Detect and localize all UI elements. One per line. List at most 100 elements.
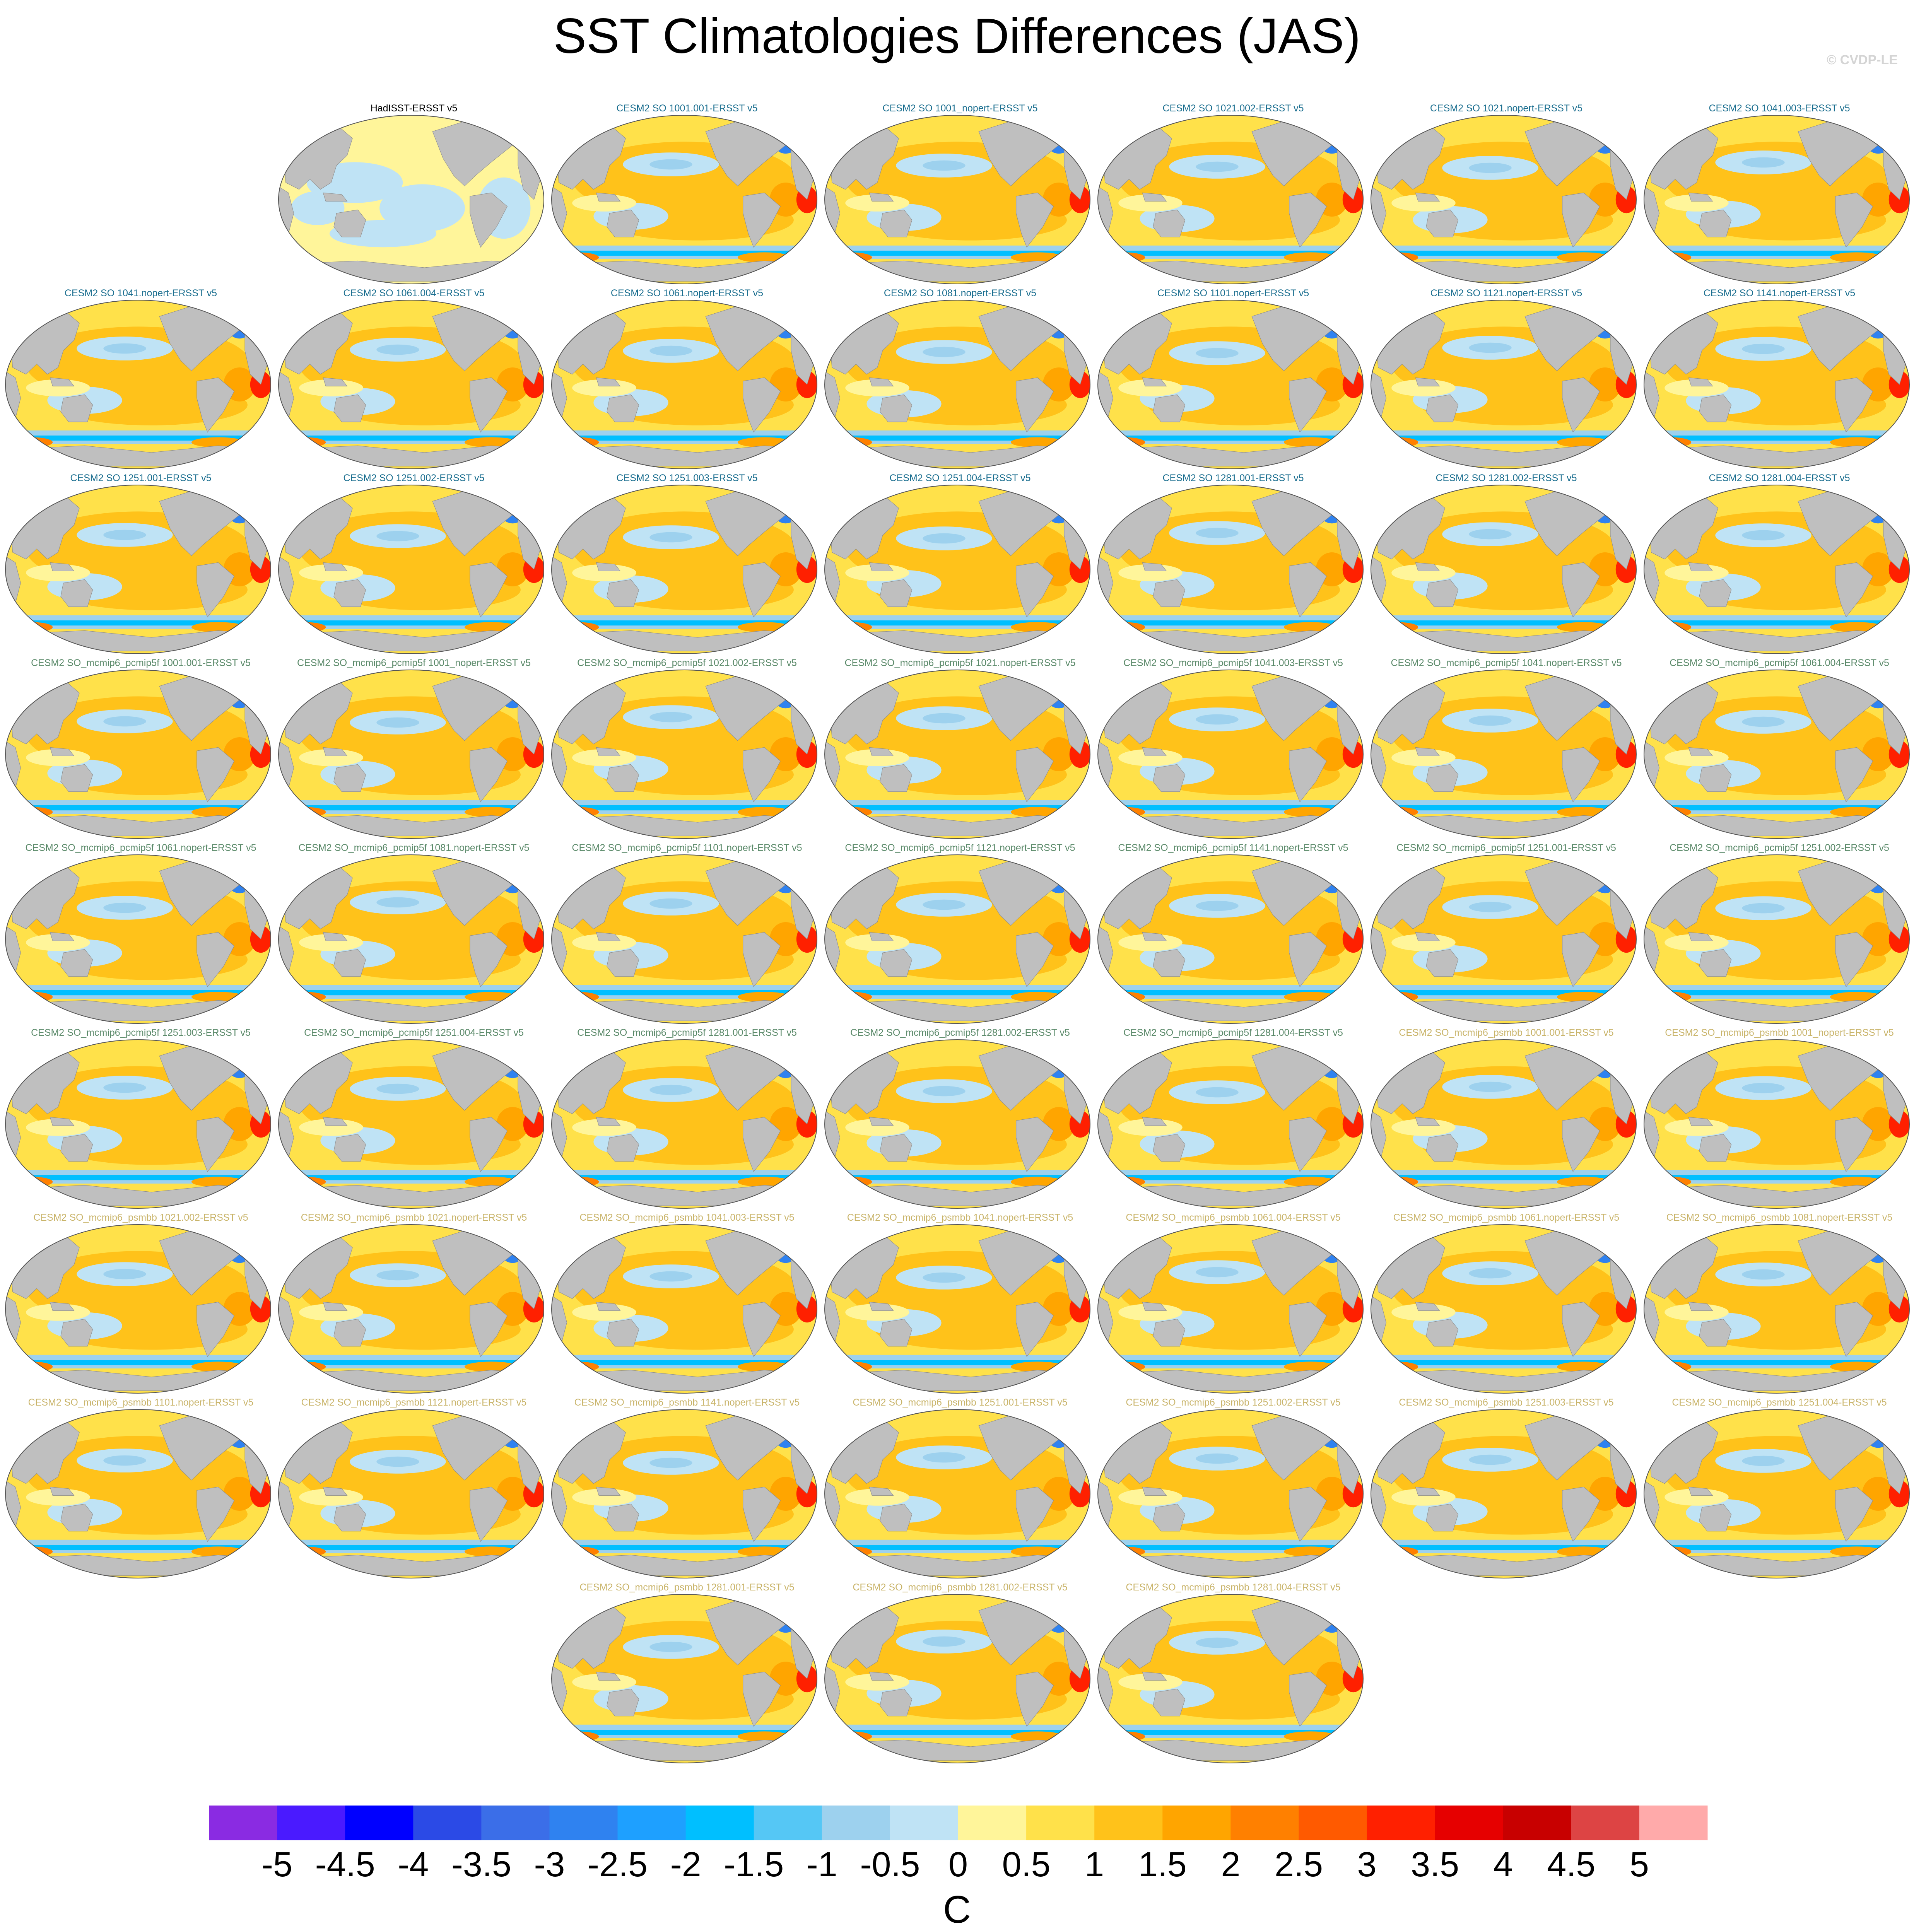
sst-difference-map <box>1097 115 1364 284</box>
map-panel: CESM2 SO_mcmip6_pcmip5f 1021.nopert-ERSS… <box>824 656 1096 839</box>
map-panel: CESM2 SO 1021.nopert-ERSST v5 <box>1370 101 1642 284</box>
sst-difference-map <box>824 1224 1090 1394</box>
map-panel: CESM2 SO_mcmip6_psmbb 1001_nopert-ERSST … <box>1643 1026 1914 1209</box>
colorbar-swatch <box>345 1806 414 1840</box>
sst-difference-map <box>1097 1039 1364 1209</box>
map-panel: CESM2 SO_mcmip6_pcmip5f 1001.001-ERSST v… <box>5 656 277 839</box>
panel-title: CESM2 SO_mcmip6_psmbb 1021.002-ERSST v5 <box>33 1212 248 1223</box>
colorbar-tick-label: -1.5 <box>724 1845 784 1884</box>
sst-difference-map <box>278 1039 544 1209</box>
sst-difference-map <box>1644 670 1910 839</box>
panel-title: CESM2 SO 1281.004-ERSST v5 <box>1709 473 1850 483</box>
map-panel: CESM2 SO_mcmip6_pcmip5f 1101.nopert-ERSS… <box>551 841 823 1024</box>
colorbar-swatch <box>209 1806 277 1840</box>
map-panel: CESM2 SO_mcmip6_psmbb 1121.nopert-ERSST … <box>278 1396 550 1578</box>
colorbar-swatch <box>754 1806 822 1840</box>
panel-title: CESM2 SO_mcmip6_psmbb 1081.nopert-ERSST … <box>1666 1212 1893 1223</box>
colorbar-swatch <box>890 1806 959 1840</box>
sst-difference-map <box>1097 1594 1364 1763</box>
panel-title: CESM2 SO_mcmip6_pcmip5f 1251.001-ERSST v… <box>1396 842 1616 853</box>
sst-difference-map <box>551 1409 817 1578</box>
colorbar-tick-label: -3 <box>534 1845 565 1884</box>
sst-difference-map <box>551 854 817 1024</box>
sst-difference-map <box>278 1409 544 1578</box>
sst-difference-map <box>1371 854 1637 1024</box>
map-panel: CESM2 SO_mcmip6_pcmip5f 1251.001-ERSST v… <box>1370 841 1642 1024</box>
sst-difference-map <box>1371 115 1637 284</box>
colorbar-swatch <box>1367 1806 1436 1840</box>
panel-title: CESM2 SO_mcmip6_pcmip5f 1061.004-ERSST v… <box>1670 658 1889 668</box>
sst-difference-map <box>5 485 271 654</box>
colorbar-swatch <box>1094 1806 1163 1840</box>
colorbar-tick-label: -5 <box>261 1845 293 1884</box>
sst-difference-map <box>5 670 271 839</box>
colorbar-tick-label: 4 <box>1493 1845 1513 1884</box>
map-panel: CESM2 SO_mcmip6_pcmip5f 1281.004-ERSST v… <box>1097 1026 1369 1209</box>
panel-title: CESM2 SO 1001.001-ERSST v5 <box>616 103 758 114</box>
sst-difference-map <box>5 1409 271 1578</box>
colorbar-swatch <box>277 1806 345 1840</box>
map-panel: CESM2 SO_mcmip6_psmbb 1021.nopert-ERSST … <box>278 1211 550 1394</box>
map-panel: CESM2 SO_mcmip6_pcmip5f 1061.004-ERSST v… <box>1643 656 1914 839</box>
panel-title: CESM2 SO_mcmip6_psmbb 1001_nopert-ERSST … <box>1665 1027 1894 1038</box>
panel-title: CESM2 SO 1281.002-ERSST v5 <box>1436 473 1577 483</box>
panel-title: CESM2 SO_mcmip6_psmbb 1281.002-ERSST v5 <box>853 1582 1068 1593</box>
sst-difference-map <box>1644 1224 1910 1394</box>
panel-title: CESM2 SO 1251.003-ERSST v5 <box>616 473 758 483</box>
sst-difference-map <box>278 300 544 469</box>
sst-difference-map <box>551 1594 817 1763</box>
sst-difference-map <box>1097 854 1364 1024</box>
panel-title: CESM2 SO_mcmip6_pcmip5f 1001_nopert-ERSS… <box>297 658 531 668</box>
panel-title: CESM2 SO 1001_nopert-ERSST v5 <box>882 103 1038 114</box>
panel-title: CESM2 SO 1251.002-ERSST v5 <box>343 473 485 483</box>
map-panel: CESM2 SO_mcmip6_psmbb 1251.001-ERSST v5 <box>824 1396 1096 1578</box>
map-panel: CESM2 SO 1141.nopert-ERSST v5 <box>1643 286 1914 469</box>
sst-difference-map <box>5 1224 271 1394</box>
map-panel: CESM2 SO_mcmip6_psmbb 1251.004-ERSST v5 <box>1643 1396 1914 1578</box>
colorbar-tick-label: 2 <box>1221 1845 1241 1884</box>
panel-title: CESM2 SO_mcmip6_psmbb 1281.004-ERSST v5 <box>1126 1582 1341 1593</box>
panel-title: CESM2 SO_mcmip6_psmbb 1101.nopert-ERSST … <box>28 1397 254 1408</box>
panel-title: CESM2 SO_mcmip6_pcmip5f 1081.nopert-ERSS… <box>298 842 530 853</box>
panel-title: HadISST-ERSST v5 <box>370 103 458 114</box>
map-panel: CESM2 SO 1001_nopert-ERSST v5 <box>824 101 1096 284</box>
map-panel: CESM2 SO 1021.002-ERSST v5 <box>1097 101 1369 284</box>
map-panel: CESM2 SO 1041.nopert-ERSST v5 <box>5 286 277 469</box>
sst-difference-map <box>278 1224 544 1394</box>
map-panel: CESM2 SO_mcmip6_pcmip5f 1001_nopert-ERSS… <box>278 656 550 839</box>
panel-title: CESM2 SO_mcmip6_pcmip5f 1281.004-ERSST v… <box>1123 1027 1343 1038</box>
panel-title: CESM2 SO 1041.003-ERSST v5 <box>1709 103 1850 114</box>
sst-difference-map <box>1097 1224 1364 1394</box>
sst-difference-map <box>1644 1409 1910 1578</box>
panel-title: CESM2 SO_mcmip6_pcmip5f 1251.003-ERSST v… <box>31 1027 251 1038</box>
panel-title: CESM2 SO_mcmip6_psmbb 1281.001-ERSST v5 <box>579 1582 795 1593</box>
colorbar-tick-label: -3.5 <box>451 1845 511 1884</box>
sst-difference-map <box>824 1039 1090 1209</box>
map-panel: CESM2 SO_mcmip6_psmbb 1061.004-ERSST v5 <box>1097 1211 1369 1394</box>
map-panel: CESM2 SO 1061.nopert-ERSST v5 <box>551 286 823 469</box>
colorbar-swatch <box>685 1806 754 1840</box>
sst-difference-map <box>551 1224 817 1394</box>
sst-difference-map <box>5 1039 271 1209</box>
colorbar-tick-label: -1 <box>806 1845 837 1884</box>
sst-difference-map <box>5 854 271 1024</box>
sst-difference-map <box>1371 1224 1637 1394</box>
map-panel: CESM2 SO_mcmip6_pcmip5f 1251.002-ERSST v… <box>1643 841 1914 1024</box>
panel-title: CESM2 SO 1021.002-ERSST v5 <box>1162 103 1304 114</box>
map-panel: CESM2 SO 1101.nopert-ERSST v5 <box>1097 286 1369 469</box>
panel-title: CESM2 SO_mcmip6_pcmip5f 1001.001-ERSST v… <box>31 658 251 668</box>
panel-title: CESM2 SO_mcmip6_pcmip5f 1061.nopert-ERSS… <box>25 842 256 853</box>
map-panel: CESM2 SO_mcmip6_psmbb 1061.nopert-ERSST … <box>1370 1211 1642 1394</box>
colorbar-tick-label: -0.5 <box>860 1845 920 1884</box>
map-panel: CESM2 SO_mcmip6_psmbb 1251.003-ERSST v5 <box>1370 1396 1642 1578</box>
sst-difference-map <box>1097 670 1364 839</box>
sst-difference-map <box>824 854 1090 1024</box>
map-panel: CESM2 SO_mcmip6_pcmip5f 1281.001-ERSST v… <box>551 1026 823 1209</box>
sst-difference-map <box>824 115 1090 284</box>
panel-title: CESM2 SO 1141.nopert-ERSST v5 <box>1703 288 1856 299</box>
sst-difference-map <box>551 1039 817 1209</box>
colorbar-swatch <box>1026 1806 1095 1840</box>
sst-difference-map <box>5 300 271 469</box>
